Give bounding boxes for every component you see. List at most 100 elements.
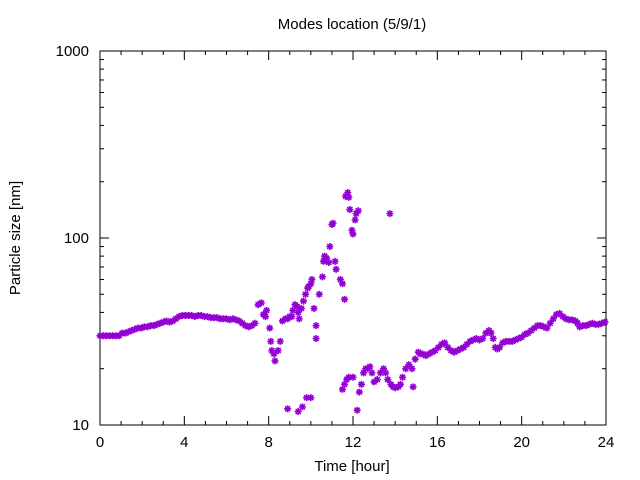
- data-point: [271, 357, 279, 365]
- data-point: [303, 394, 311, 402]
- data-point: [188, 312, 196, 320]
- data-point: [288, 313, 296, 321]
- data-point: [312, 335, 320, 343]
- data-point: [457, 345, 465, 353]
- data-point: [521, 330, 529, 338]
- data-point: [431, 347, 439, 355]
- data-point: [238, 319, 246, 327]
- data-point: [121, 329, 129, 337]
- data-point: [267, 337, 275, 345]
- data-point: [229, 315, 237, 323]
- data-point: [338, 280, 346, 288]
- data-point: [438, 340, 446, 348]
- data-point: [366, 363, 374, 371]
- data-point: [405, 361, 413, 369]
- data-point: [349, 230, 357, 238]
- data-point: [345, 193, 353, 201]
- data-point: [341, 295, 349, 303]
- data-point: [368, 369, 376, 377]
- data-points: [96, 189, 609, 416]
- data-point: [254, 301, 262, 309]
- y-tick-label: 100: [64, 230, 89, 247]
- data-point: [355, 388, 363, 396]
- chart-title: Modes location (5/9/1): [278, 16, 426, 33]
- data-point: [496, 343, 504, 351]
- data-point: [466, 337, 474, 345]
- data-point: [204, 313, 212, 321]
- y-tick-label: 10: [72, 417, 89, 434]
- data-point: [425, 350, 433, 358]
- data-point: [396, 380, 404, 388]
- x-tick-label: 20: [513, 434, 530, 451]
- data-point: [241, 322, 249, 330]
- data-point: [576, 323, 584, 331]
- data-point: [574, 319, 582, 327]
- data-point: [310, 304, 318, 312]
- data-point: [546, 319, 554, 327]
- data-point: [382, 369, 390, 377]
- data-point: [598, 319, 606, 327]
- data-point: [399, 373, 407, 381]
- data-point: [137, 324, 145, 332]
- data-point: [524, 329, 532, 337]
- data-point: [549, 315, 557, 323]
- x-axis-label: Time [hour]: [314, 458, 389, 475]
- data-point: [345, 373, 353, 381]
- data-point: [332, 265, 340, 273]
- data-point: [402, 365, 410, 373]
- data-point: [518, 333, 526, 341]
- data-point: [476, 336, 483, 344]
- data-point: [556, 309, 564, 317]
- data-point: [115, 332, 123, 340]
- data-point: [559, 313, 567, 321]
- data-point: [352, 210, 360, 218]
- data-point: [453, 347, 461, 355]
- data-point: [482, 329, 490, 337]
- data-point: [197, 312, 205, 320]
- data-point: [349, 373, 357, 381]
- data-point: [380, 365, 388, 373]
- data-point: [175, 313, 183, 321]
- data-point: [124, 328, 132, 336]
- data-point: [213, 314, 221, 322]
- data-point: [585, 320, 593, 328]
- data-point: [447, 347, 455, 355]
- x-tick-label: 24: [598, 434, 615, 451]
- data-point: [235, 317, 243, 325]
- data-point: [226, 316, 234, 324]
- plot-frame: [99, 50, 607, 426]
- data-point: [344, 189, 352, 197]
- data-point: [331, 257, 339, 265]
- x-tick-label: 0: [96, 434, 104, 451]
- data-point: [552, 310, 560, 318]
- data-point: [262, 313, 270, 321]
- data-point: [479, 335, 487, 343]
- data-point: [315, 290, 323, 298]
- data-point: [376, 369, 384, 377]
- data-point: [245, 323, 253, 331]
- data-point: [386, 210, 394, 218]
- data-point: [601, 318, 609, 326]
- data-point: [444, 343, 452, 351]
- data-point: [169, 317, 177, 325]
- x-tick-labels: 0 4 8 12 16 20 24: [96, 434, 615, 451]
- data-point: [428, 348, 436, 356]
- data-point: [323, 254, 331, 262]
- data-point: [441, 339, 449, 347]
- data-point: [351, 216, 359, 224]
- data-point: [384, 376, 392, 384]
- data-point: [588, 319, 596, 327]
- data-point: [257, 299, 265, 307]
- data-point: [302, 290, 310, 298]
- data-point: [543, 324, 551, 332]
- data-point: [191, 313, 199, 321]
- data-point: [582, 322, 590, 330]
- data-point: [489, 335, 497, 343]
- data-point: [409, 383, 417, 391]
- data-point: [276, 337, 284, 345]
- data-point: [251, 319, 259, 327]
- data-point: [540, 323, 548, 331]
- x-tick-label: 8: [264, 434, 272, 451]
- data-point: [348, 226, 356, 234]
